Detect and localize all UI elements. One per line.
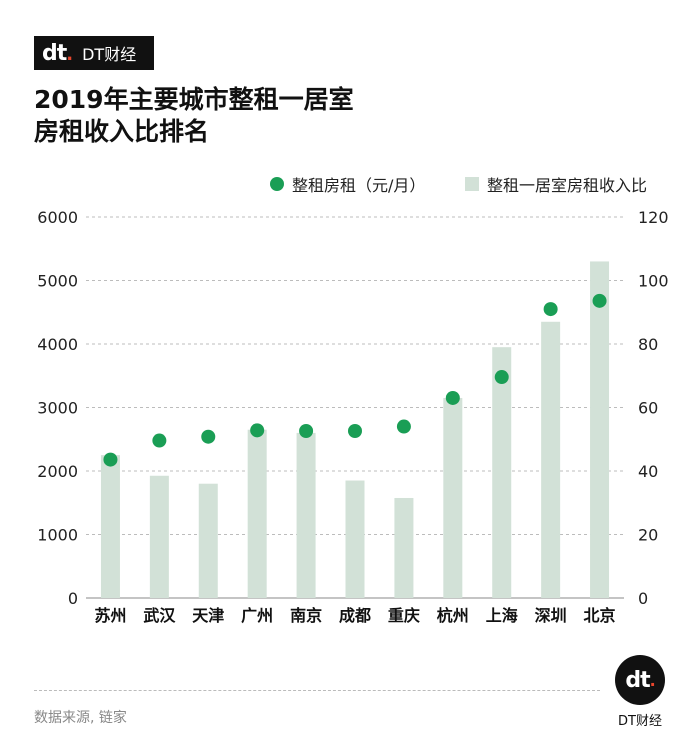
dot-marker	[348, 423, 362, 438]
bar	[443, 397, 463, 598]
x-tick-label: 广州	[241, 606, 273, 625]
bar	[100, 455, 120, 598]
y-right-tick-label: 100	[638, 272, 669, 291]
dot-marker	[543, 302, 558, 317]
y-right-tick-label: 0	[638, 589, 648, 608]
x-tick-label: 成都	[339, 606, 371, 625]
y-left-tick-label: 6000	[37, 208, 78, 227]
y-right-tick-label: 40	[638, 462, 658, 481]
bar	[149, 475, 169, 598]
x-tick-label: 杭州	[437, 606, 469, 625]
legend-item-bar: 整租一居室房租收入比	[465, 172, 647, 196]
footer-brand-name: DT财经	[618, 714, 662, 729]
chart-area: 0 1000 2000 3000 4000 5000 6000 0 20 40 60 80 100 120…	[37, 208, 669, 625]
bar	[296, 432, 316, 598]
x-tick-label: 北京	[584, 606, 616, 625]
dot-marker	[445, 390, 460, 405]
y-left-tick-label: 4000	[37, 335, 78, 354]
x-tick-label: 苏州	[94, 606, 126, 625]
x-tick-label: 武汉	[143, 606, 176, 625]
legend-dot-label: 整租房租（元/月）	[292, 176, 426, 195]
dot-marker	[396, 419, 411, 434]
dot-marker	[299, 423, 314, 438]
y-left-tick-label: 0	[68, 589, 78, 608]
dot-marker	[103, 452, 118, 467]
chart-title-line1: 2019年主要城市整租一居室	[34, 85, 354, 114]
y-right-tick-label: 60	[638, 399, 658, 418]
bar	[492, 347, 512, 598]
legend-bar-marker	[465, 177, 479, 191]
y-left-tick-label: 2000	[37, 462, 78, 481]
y-right-tick-label: 20	[638, 526, 658, 545]
bar	[198, 483, 218, 598]
bar	[590, 261, 610, 598]
bar	[394, 497, 414, 598]
bar	[247, 429, 267, 598]
dot-marker	[494, 370, 509, 385]
dot-marker	[201, 429, 216, 444]
dot-marker	[250, 423, 265, 438]
dot-marker	[592, 293, 607, 308]
bar	[541, 321, 561, 598]
y-left-tick-label: 1000	[37, 526, 78, 545]
chart-title-line2: 房租收入比排名	[34, 117, 210, 146]
y-right-tick-label: 120	[638, 208, 669, 227]
x-tick-label: 天津	[192, 606, 224, 625]
x-tick-label: 重庆	[388, 606, 420, 625]
x-tick-label: 深圳	[535, 606, 567, 625]
y-right-tick-label: 80	[638, 335, 658, 354]
legend: 整租房租（元/月） 整租一居室房租收入比	[0, 172, 700, 198]
chart-title: 2019年主要城市整租一居室 房租收入比排名	[34, 84, 354, 148]
brand-badge: dt. DT财经	[34, 36, 154, 70]
dt-round-logo-icon: dt.	[615, 655, 665, 705]
bar	[345, 480, 365, 598]
x-tick-label: 南京	[290, 606, 322, 625]
footer-divider	[34, 690, 600, 691]
y-left-tick-label: 5000	[37, 272, 78, 291]
y-left-tick-label: 3000	[37, 399, 78, 418]
legend-item-dot: 整租房租（元/月）	[270, 172, 425, 196]
legend-dot-marker	[270, 177, 284, 191]
x-tick-label: 上海	[486, 606, 518, 625]
source-note: 数据来源, 链家	[34, 710, 127, 726]
legend-bar-label: 整租一居室房租收入比	[487, 176, 648, 195]
dot-marker	[152, 433, 167, 448]
dt-logo-icon: dt.	[42, 40, 73, 66]
brand-name: DT财经	[82, 45, 137, 64]
